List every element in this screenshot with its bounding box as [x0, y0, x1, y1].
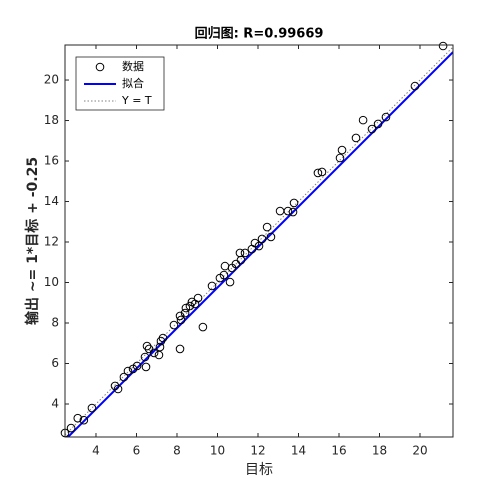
data-point	[132, 361, 142, 371]
x-tick-label: 16	[331, 444, 346, 458]
y-tick-label: 12	[44, 235, 59, 249]
data-point	[175, 344, 185, 354]
y-tick-label: 16	[44, 154, 59, 168]
y-axis-label: 输出 ~= 1*目标 + -0.25	[24, 157, 41, 325]
data-point	[236, 255, 246, 265]
x-tick-label: 18	[372, 444, 387, 458]
data-point	[438, 41, 448, 51]
data-point	[257, 234, 267, 244]
x-axis-label: 目标	[245, 462, 273, 478]
data-point	[110, 381, 120, 391]
data-point	[66, 423, 76, 433]
data-point	[175, 311, 185, 321]
data-point	[193, 293, 203, 303]
data-point	[219, 270, 229, 280]
data-point	[373, 119, 383, 129]
x-tick-label: 4	[92, 444, 100, 458]
plot-frame	[64, 44, 454, 438]
data-point	[410, 81, 420, 91]
data-point	[313, 168, 323, 178]
data-point	[283, 206, 293, 216]
legend-marker	[95, 62, 105, 72]
data-point	[181, 303, 191, 313]
data-point	[381, 112, 391, 122]
y-tick-label: 14	[44, 194, 59, 208]
data-point	[254, 241, 264, 251]
fit-line	[66, 51, 453, 437]
x-tick-label: 8	[173, 444, 181, 458]
x-tick-label: 12	[250, 444, 265, 458]
data-point	[113, 384, 123, 394]
data-point	[337, 145, 347, 155]
x-tick-label: 6	[133, 444, 141, 458]
data-point	[262, 222, 272, 232]
data-point	[149, 348, 159, 358]
x-tick-label: 10	[210, 444, 225, 458]
data-point	[142, 341, 152, 351]
y-tick-label: 10	[44, 275, 59, 289]
data-point	[79, 415, 89, 425]
legend-label: Y = T	[121, 94, 152, 107]
data-point	[141, 362, 151, 372]
data-point	[158, 333, 168, 343]
data-point	[225, 277, 235, 287]
data-point	[140, 352, 150, 362]
data-point	[207, 281, 217, 291]
data-point	[176, 315, 186, 325]
legend-label: 数据	[122, 59, 144, 73]
data-point	[288, 207, 298, 217]
data-point	[123, 366, 133, 376]
data-point	[73, 413, 83, 423]
data-point	[119, 372, 129, 382]
data-point	[180, 308, 190, 318]
y-tick-label: 4	[51, 396, 59, 410]
x-tick-label: 14	[291, 444, 306, 458]
data-point	[198, 322, 208, 332]
data-point	[266, 232, 276, 242]
y-tick-label: 18	[44, 113, 59, 127]
y-tick-label: 6	[51, 356, 59, 370]
data-point	[351, 133, 361, 143]
data-point	[155, 342, 165, 352]
data-point	[317, 167, 327, 177]
legend-label: 拟合	[122, 76, 144, 90]
data-point	[169, 320, 179, 330]
data-point	[185, 301, 195, 311]
data-point	[289, 198, 299, 208]
x-tick-label: 20	[412, 444, 427, 458]
chart-title: 回归图: R=0.99669	[195, 26, 324, 42]
data-point	[335, 153, 345, 163]
data-point	[87, 403, 97, 413]
data-point	[358, 115, 368, 125]
y-tick-label: 8	[51, 316, 59, 330]
y-tick-label: 20	[44, 73, 59, 87]
data-point	[367, 124, 377, 134]
data-point	[240, 248, 250, 258]
